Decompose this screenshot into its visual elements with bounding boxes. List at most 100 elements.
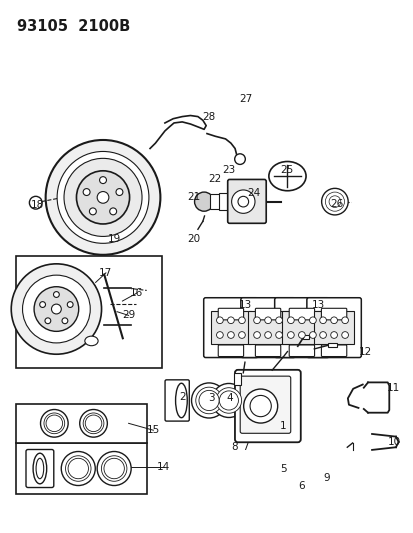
Text: 93105  2100B: 93105 2100B bbox=[17, 19, 130, 34]
Circle shape bbox=[29, 196, 42, 209]
Ellipse shape bbox=[85, 336, 98, 346]
Circle shape bbox=[227, 317, 234, 324]
Circle shape bbox=[97, 191, 109, 203]
Text: 2: 2 bbox=[178, 392, 185, 402]
Circle shape bbox=[216, 317, 223, 324]
Text: 17: 17 bbox=[99, 268, 112, 278]
Circle shape bbox=[101, 456, 127, 481]
Circle shape bbox=[46, 415, 62, 432]
FancyBboxPatch shape bbox=[218, 345, 243, 357]
Circle shape bbox=[341, 317, 348, 324]
Bar bbox=[282, 311, 321, 344]
Circle shape bbox=[219, 391, 237, 409]
Circle shape bbox=[216, 332, 223, 338]
Text: 1: 1 bbox=[279, 421, 286, 431]
Text: 20: 20 bbox=[187, 234, 200, 244]
Bar bbox=[17, 256, 161, 368]
Bar bbox=[17, 403, 147, 443]
Bar bbox=[234, 373, 240, 385]
FancyBboxPatch shape bbox=[320, 345, 346, 357]
FancyBboxPatch shape bbox=[289, 308, 314, 320]
Text: 18: 18 bbox=[31, 200, 44, 211]
FancyBboxPatch shape bbox=[255, 308, 280, 320]
Circle shape bbox=[97, 451, 131, 486]
Circle shape bbox=[309, 317, 316, 324]
Circle shape bbox=[76, 171, 129, 224]
Circle shape bbox=[275, 332, 282, 338]
FancyBboxPatch shape bbox=[227, 180, 266, 223]
Text: 19: 19 bbox=[107, 234, 121, 244]
Circle shape bbox=[83, 413, 104, 434]
Circle shape bbox=[298, 332, 304, 338]
Circle shape bbox=[22, 275, 90, 343]
Circle shape bbox=[80, 409, 107, 437]
Circle shape bbox=[319, 332, 325, 338]
Bar bbox=[219, 193, 230, 210]
Text: 12: 12 bbox=[358, 346, 372, 357]
Circle shape bbox=[234, 154, 245, 165]
FancyBboxPatch shape bbox=[320, 308, 346, 320]
Text: 11: 11 bbox=[386, 383, 399, 393]
Circle shape bbox=[45, 140, 160, 255]
Circle shape bbox=[11, 264, 101, 354]
FancyBboxPatch shape bbox=[165, 380, 189, 421]
Circle shape bbox=[83, 189, 90, 196]
Circle shape bbox=[249, 395, 271, 417]
Bar bbox=[211, 311, 250, 344]
Ellipse shape bbox=[175, 383, 187, 418]
Text: 29: 29 bbox=[122, 310, 135, 320]
Circle shape bbox=[65, 456, 91, 481]
Text: 27: 27 bbox=[239, 94, 252, 104]
Text: 14: 14 bbox=[157, 463, 170, 472]
Circle shape bbox=[34, 287, 78, 332]
Circle shape bbox=[85, 415, 102, 432]
Circle shape bbox=[100, 176, 106, 183]
Circle shape bbox=[264, 317, 271, 324]
Text: 23: 23 bbox=[222, 165, 235, 175]
Circle shape bbox=[45, 318, 51, 324]
Text: 16: 16 bbox=[130, 288, 143, 298]
Circle shape bbox=[44, 413, 64, 434]
Circle shape bbox=[89, 208, 96, 215]
Circle shape bbox=[275, 317, 282, 324]
Circle shape bbox=[330, 317, 337, 324]
FancyBboxPatch shape bbox=[235, 370, 300, 442]
Circle shape bbox=[329, 196, 339, 207]
Text: 5: 5 bbox=[279, 464, 286, 473]
Text: 13: 13 bbox=[311, 300, 324, 310]
Circle shape bbox=[62, 318, 68, 324]
Circle shape bbox=[53, 292, 59, 297]
Bar bbox=[302, 335, 309, 339]
Ellipse shape bbox=[268, 161, 305, 191]
Bar bbox=[327, 343, 337, 348]
Circle shape bbox=[47, 416, 62, 431]
Circle shape bbox=[64, 158, 142, 237]
Circle shape bbox=[216, 387, 241, 413]
Text: 15: 15 bbox=[146, 425, 159, 435]
Bar bbox=[248, 311, 287, 344]
FancyBboxPatch shape bbox=[274, 298, 328, 358]
Text: 13: 13 bbox=[238, 300, 251, 310]
Text: 6: 6 bbox=[297, 481, 304, 490]
Circle shape bbox=[227, 332, 234, 338]
Circle shape bbox=[243, 389, 277, 423]
Text: 8: 8 bbox=[231, 442, 238, 452]
Circle shape bbox=[51, 304, 61, 314]
Circle shape bbox=[328, 196, 340, 207]
Circle shape bbox=[219, 391, 238, 410]
Ellipse shape bbox=[33, 453, 47, 484]
Circle shape bbox=[104, 458, 124, 479]
Text: 22: 22 bbox=[208, 174, 221, 184]
Ellipse shape bbox=[36, 458, 44, 479]
Circle shape bbox=[211, 383, 245, 417]
Circle shape bbox=[86, 416, 101, 431]
Text: 21: 21 bbox=[187, 192, 200, 203]
Circle shape bbox=[57, 151, 149, 244]
Circle shape bbox=[330, 332, 337, 338]
FancyBboxPatch shape bbox=[203, 298, 258, 358]
Text: 28: 28 bbox=[202, 111, 215, 122]
Text: 25: 25 bbox=[279, 165, 292, 175]
Text: 10: 10 bbox=[387, 437, 399, 447]
Circle shape bbox=[40, 302, 45, 308]
Circle shape bbox=[199, 391, 218, 410]
